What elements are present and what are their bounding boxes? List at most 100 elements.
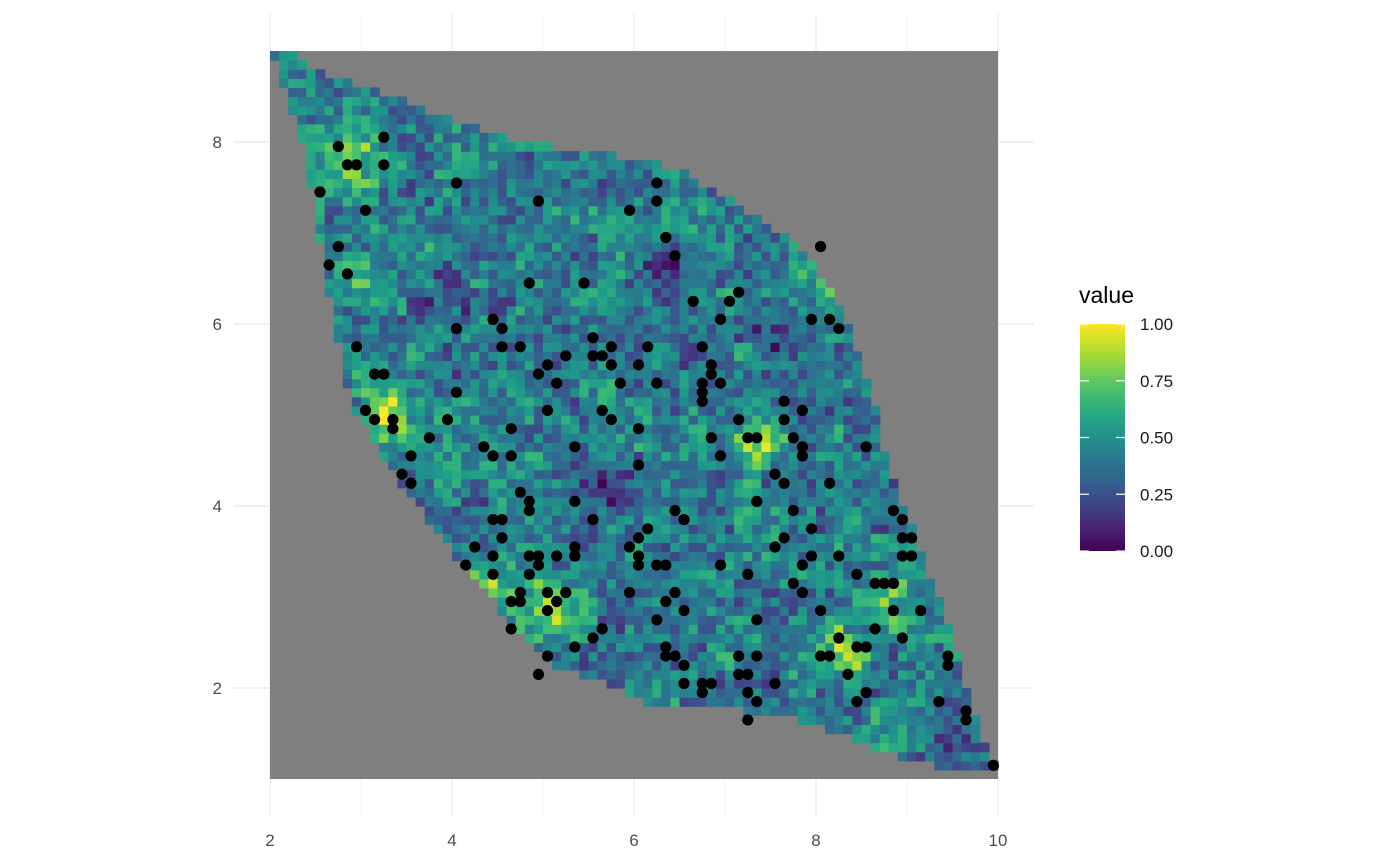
heatmap-cell	[470, 396, 480, 407]
heatmap-cell	[615, 415, 626, 425]
heatmap-cell	[697, 469, 708, 480]
heatmap-cell	[424, 387, 435, 398]
heatmap-cell	[506, 242, 517, 252]
heatmap-cell	[943, 642, 954, 653]
heatmap-cell	[743, 697, 753, 707]
heatmap-cell	[761, 469, 772, 480]
data-point	[960, 714, 972, 726]
heatmap-cell	[588, 260, 599, 270]
heatmap-cell	[770, 578, 781, 589]
heatmap-cell	[688, 606, 699, 616]
heatmap-cell	[452, 496, 462, 507]
heatmap-cell	[825, 496, 835, 507]
heatmap-cell	[916, 751, 926, 762]
heatmap-cell	[388, 433, 398, 443]
heatmap-cell	[524, 233, 535, 243]
heatmap-cell	[597, 287, 608, 298]
data-point	[487, 568, 499, 580]
heatmap-cell	[488, 405, 499, 416]
heatmap-cell	[452, 160, 462, 170]
heatmap-cell	[543, 378, 553, 389]
heatmap-cell	[797, 715, 808, 725]
heatmap-cell	[543, 415, 553, 425]
heatmap-cell	[870, 415, 881, 425]
x-tick-label: 8	[811, 831, 820, 850]
heatmap-cell	[479, 251, 489, 261]
heatmap-cell	[725, 669, 735, 680]
heatmap-cell	[797, 342, 808, 352]
heatmap-cell	[752, 469, 762, 480]
heatmap-cell	[597, 569, 608, 580]
heatmap-cell	[488, 287, 499, 298]
heatmap-cell	[734, 342, 744, 352]
heatmap-cell	[561, 460, 571, 471]
heatmap-cell	[624, 669, 635, 680]
heatmap-cell	[752, 478, 762, 489]
heatmap-cell	[588, 296, 599, 307]
heatmap-cell	[861, 506, 872, 516]
heatmap-cell	[351, 142, 362, 152]
heatmap-cell	[543, 296, 553, 307]
heatmap-cell	[461, 160, 471, 170]
heatmap-cell	[752, 324, 762, 334]
heatmap-cell	[433, 342, 444, 352]
heatmap-cell	[670, 415, 681, 425]
heatmap-cell	[761, 305, 772, 316]
heatmap-cell	[497, 460, 508, 471]
heatmap-cell	[397, 278, 408, 289]
heatmap-cell	[370, 187, 380, 198]
heatmap-cell	[424, 396, 435, 407]
heatmap-cell	[570, 387, 580, 398]
heatmap-cell	[615, 260, 626, 270]
heatmap-cell	[688, 351, 699, 361]
heatmap-cell	[615, 597, 626, 607]
heatmap-cell	[452, 242, 462, 252]
heatmap-cell	[470, 369, 480, 380]
heatmap-cell	[552, 169, 562, 179]
heatmap-cell	[843, 551, 853, 562]
heatmap-cell	[524, 387, 535, 398]
heatmap-cell	[734, 387, 744, 398]
heatmap-cell	[579, 360, 590, 371]
heatmap-cell	[615, 369, 626, 380]
data-point	[623, 541, 636, 553]
heatmap-cell	[652, 233, 662, 243]
heatmap-cell	[397, 123, 408, 134]
heatmap-cell	[661, 660, 671, 671]
heatmap-cell	[679, 278, 690, 289]
heatmap-cell	[406, 405, 417, 416]
heatmap-cell	[588, 314, 599, 325]
heatmap-cell	[624, 223, 635, 234]
heatmap-cell	[934, 660, 944, 671]
heatmap-cell	[779, 351, 790, 361]
heatmap-cell	[415, 233, 426, 243]
heatmap-cell	[543, 287, 553, 298]
data-point	[441, 414, 454, 426]
heatmap-cell	[634, 524, 644, 534]
data-point	[505, 423, 517, 435]
heatmap-cell	[643, 642, 653, 653]
heatmap-cell	[488, 460, 499, 471]
heatmap-cell	[861, 478, 872, 489]
heatmap-cell	[442, 405, 453, 416]
heatmap-cell	[916, 651, 926, 662]
heatmap-cell	[306, 78, 317, 88]
heatmap-cell	[588, 669, 599, 680]
heatmap-cell	[543, 205, 553, 216]
heatmap-cell	[561, 542, 571, 553]
heatmap-cell	[415, 378, 426, 389]
heatmap-cell	[543, 169, 553, 179]
heatmap-cell	[361, 169, 371, 179]
heatmap-cell	[797, 533, 808, 543]
heatmap-cell	[652, 578, 662, 589]
heatmap-cell	[506, 196, 517, 207]
heatmap-cell	[688, 487, 699, 498]
heatmap-cell	[561, 433, 571, 443]
heatmap-cell	[788, 515, 799, 525]
heatmap-cell	[752, 351, 762, 361]
heatmap-cell	[643, 633, 653, 644]
heatmap-cell	[497, 333, 508, 343]
heatmap-cell	[679, 369, 690, 380]
heatmap-cell	[634, 578, 644, 589]
heatmap-cell	[688, 405, 699, 416]
